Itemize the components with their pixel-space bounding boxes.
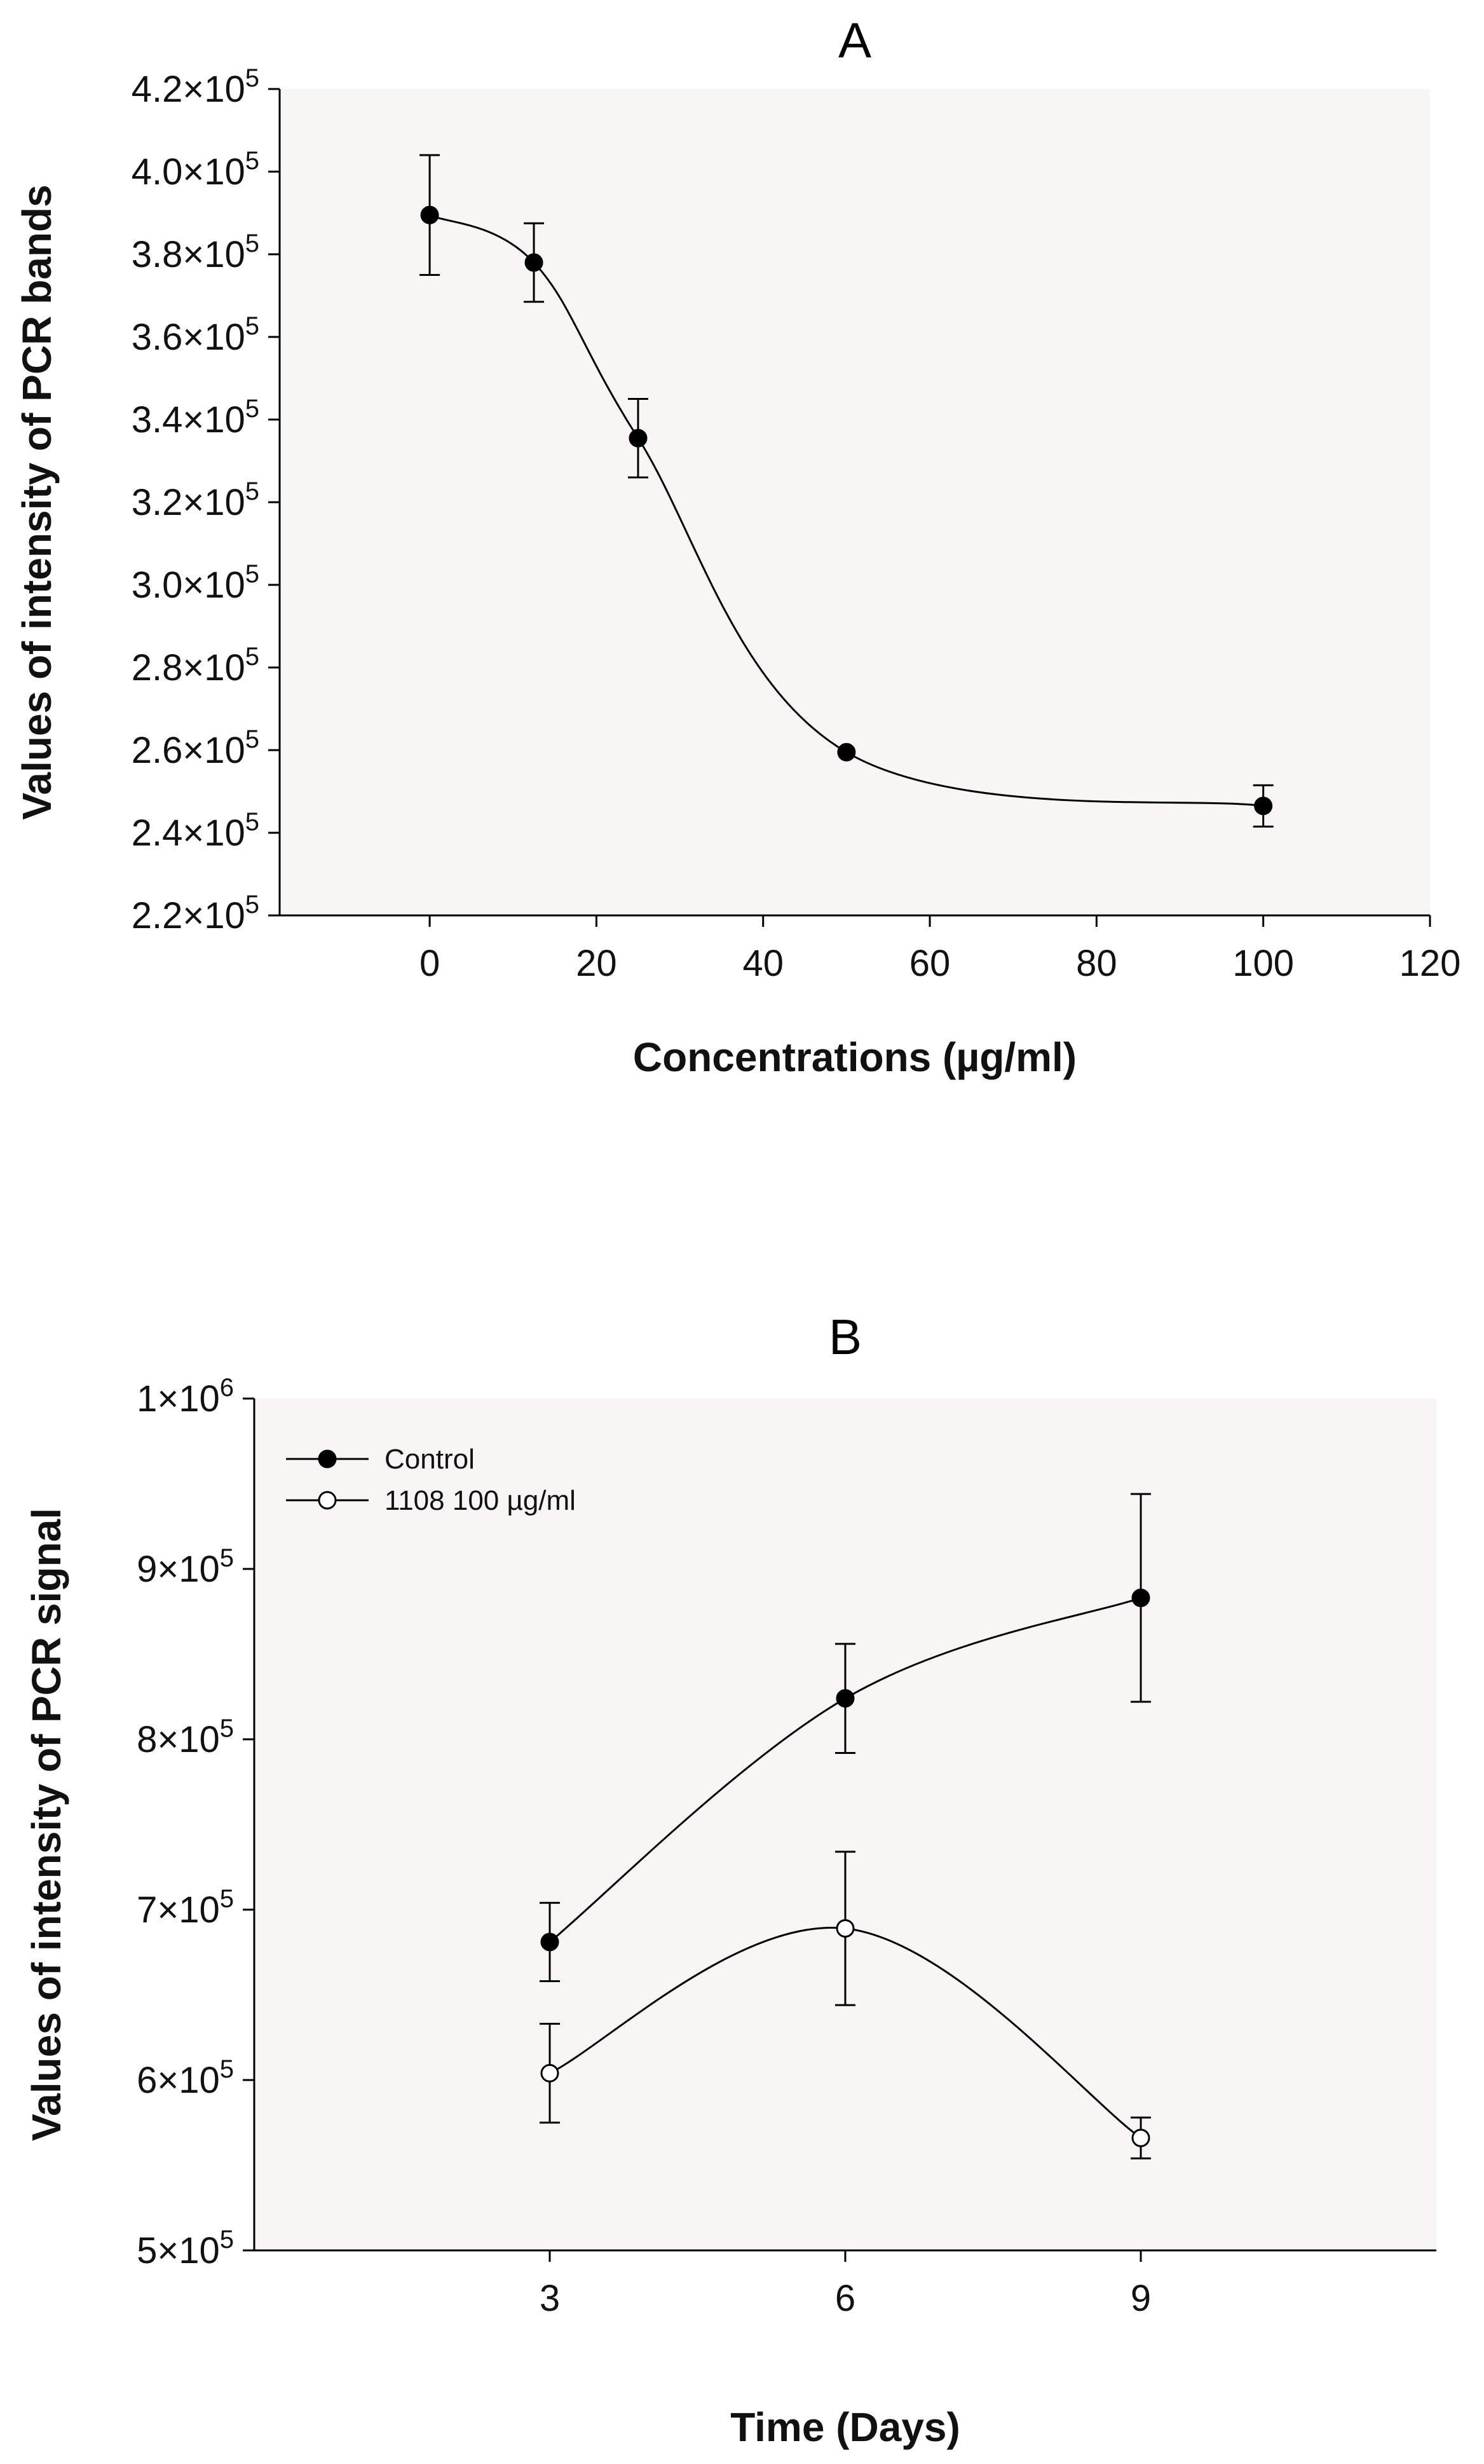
data-point	[524, 253, 543, 272]
x-tick-label: 60	[909, 943, 951, 984]
x-tick-label: 80	[1076, 943, 1117, 984]
panel-b: B 3 6 9 5×105 6×105 7×105 8×105 9×105 1×106 Time (…	[24, 1309, 1436, 2450]
data-point	[629, 428, 648, 448]
y-tick-label: 7×105	[137, 1885, 234, 1931]
data-point	[1131, 1589, 1150, 1608]
y-tick-label: 2.2×105	[132, 891, 259, 936]
y-tick-label: 2.8×105	[132, 643, 259, 688]
y-axis-label: Values of intensity of PCR bands	[14, 184, 60, 819]
x-tick-label: 0	[419, 943, 440, 984]
legend-marker	[318, 1491, 337, 1510]
data-point	[837, 743, 856, 762]
series-2	[540, 1851, 1151, 2159]
y-tick-label: 2.4×105	[132, 808, 259, 854]
x-tick-label: 20	[576, 943, 617, 984]
x-tick-label: 120	[1399, 943, 1461, 984]
y-tick-label: 3.8×105	[132, 229, 259, 275]
legend-marker	[318, 1449, 337, 1468]
legend: Control 1108 100 µg/ml	[286, 1444, 576, 1516]
x-tick-label: 6	[835, 2278, 855, 2319]
data-point	[1254, 797, 1273, 816]
y-tick-label: 4.0×105	[132, 147, 259, 193]
y-tick-label: 3.6×105	[132, 312, 259, 358]
data-point	[1131, 2128, 1150, 2147]
x-tick-label: 100	[1232, 943, 1294, 984]
x-tick-label: 3	[540, 2278, 560, 2319]
data-point	[836, 1689, 855, 1708]
plot-area	[280, 89, 1430, 915]
legend-label: 1108 100 µg/ml	[385, 1485, 576, 1516]
y-tick-label: 3.2×105	[132, 477, 259, 523]
data-point	[836, 1919, 855, 1938]
y-tick-label: 8×105	[137, 1715, 234, 1760]
y-tick-label: 3.0×105	[132, 560, 259, 606]
chart-title: A	[838, 12, 871, 68]
x-tick-label: 40	[742, 943, 784, 984]
data-point	[540, 2064, 559, 2083]
plot-area	[254, 1399, 1436, 2250]
y-tick-label: 9×105	[137, 1544, 234, 1590]
y-tick-label: 1×106	[137, 1374, 234, 1420]
y-tick-label: 5×105	[137, 2226, 234, 2271]
data-point	[420, 205, 439, 224]
legend-label: Control	[385, 1444, 475, 1475]
panel-a: A 0 20 40 60 80 100 120 2.2×105 2.4×105 2.6×105 2.8…	[14, 12, 1460, 1080]
series-1	[419, 154, 1274, 828]
y-tick-label: 2.6×105	[132, 725, 259, 771]
y-tick-label: 4.2×105	[132, 64, 259, 110]
x-axis-label: Time (Days)	[730, 2404, 960, 2450]
data-point	[540, 1933, 559, 1952]
series-1	[540, 1493, 1151, 1983]
y-tick-label: 6×105	[137, 2055, 234, 2101]
y-axis-label: Values of intensity of PCR signal	[24, 1508, 69, 2141]
y-tick-label: 3.4×105	[132, 395, 259, 441]
x-axis-label: Concentrations (µg/ml)	[633, 1034, 1077, 1080]
x-tick-label: 9	[1131, 2278, 1151, 2319]
chart-title: B	[829, 1309, 862, 1365]
